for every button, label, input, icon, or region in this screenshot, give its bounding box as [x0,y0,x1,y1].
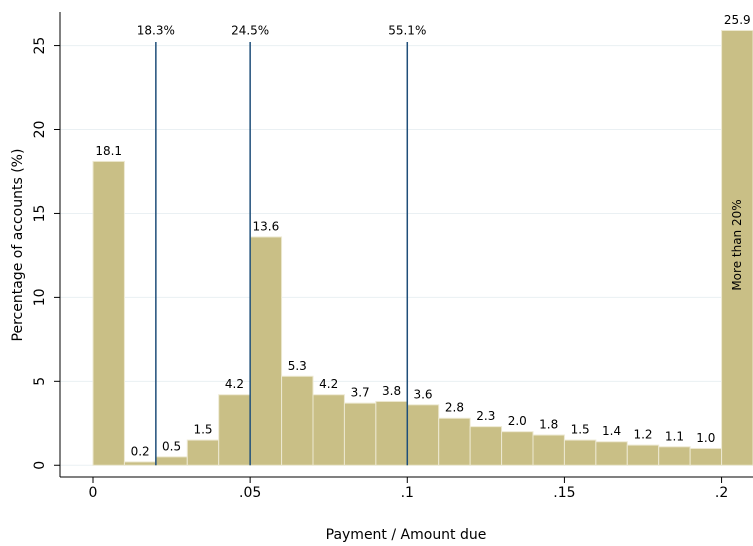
y-tick-label: 10 [32,288,48,306]
data-label: 0.2 [131,444,150,458]
data-label: 18.1 [95,144,122,158]
bar [501,431,534,466]
x-tick-label: .05 [239,485,261,501]
bar [469,426,503,466]
y-tick-label: 0 [32,461,48,470]
data-label: 3.8 [382,384,401,398]
data-label: 1.0 [696,431,715,445]
bar [312,394,345,466]
data-label: 3.6 [413,387,432,401]
data-label: 1.2 [633,428,652,442]
bar [563,439,597,466]
data-label: 2.0 [508,414,527,428]
y-axis-title: Percentage of accounts (%) [10,149,26,342]
y-tick-label: 5 [32,377,48,386]
bar [249,236,283,466]
y-tick-label: 20 [32,121,48,139]
data-label: 4.2 [225,377,244,391]
data-label: 5.3 [288,359,307,373]
bar [123,461,157,466]
x-axis-title: Payment / Amount due [326,527,487,543]
bar [92,160,125,466]
data-label: 1.5 [571,423,590,437]
reference-label: 24.5% [231,24,269,38]
bar [658,446,691,466]
x-tick-label: .1 [401,485,414,501]
bar [186,439,220,466]
bar [595,441,628,466]
bar [343,402,377,466]
x-tick-label: .2 [715,485,728,501]
bar [218,394,251,466]
annotation: More than 20% [730,199,744,290]
data-label: 25.9 [724,13,751,27]
bar [721,29,753,466]
data-label: 1.8 [539,418,558,432]
reference-label: 18.3% [137,24,175,38]
data-label: 3.7 [351,386,370,400]
bar [689,447,723,466]
data-label: 4.2 [319,377,338,391]
reference-label: 55.1% [388,24,426,38]
x-tick-label: .15 [553,485,575,501]
bar [281,375,314,466]
y-tick-label: 15 [32,205,48,223]
x-tick-label: 0 [89,485,98,501]
data-label: 13.6 [252,219,279,233]
y-tick-label: 25 [32,37,48,55]
data-label: 0.5 [162,439,181,453]
data-label: 1.4 [602,424,621,438]
bar [375,400,408,466]
bar [406,404,440,466]
bar [532,434,565,466]
data-label: 2.3 [476,409,495,423]
data-label: 2.8 [445,401,464,415]
bar [155,456,188,466]
data-label: 1.1 [665,429,684,443]
bar [626,444,660,466]
data-label: 1.5 [193,423,212,437]
bar [438,417,471,466]
